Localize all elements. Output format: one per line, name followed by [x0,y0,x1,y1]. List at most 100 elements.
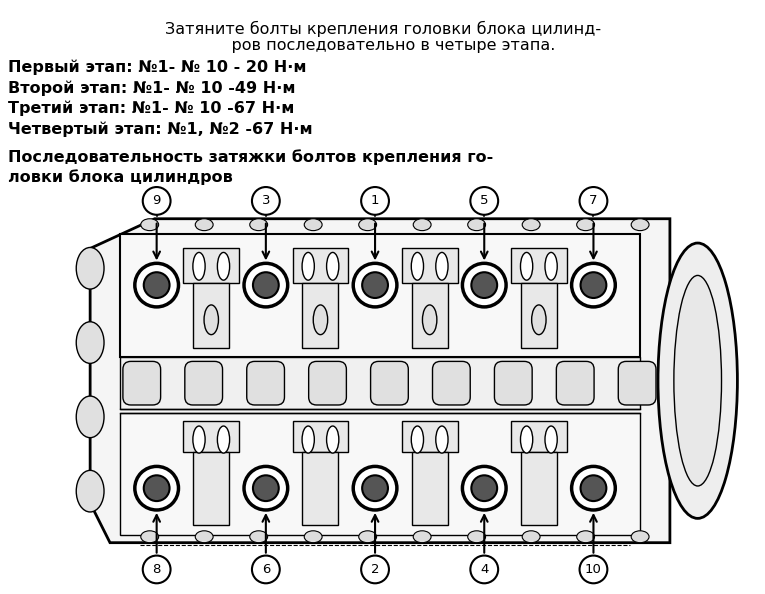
Ellipse shape [631,531,649,543]
Circle shape [470,187,498,215]
Circle shape [361,187,389,215]
Text: Четвертый этап: №1, №2 -67 Н·м: Четвертый этап: №1, №2 -67 Н·м [8,122,312,137]
FancyBboxPatch shape [556,361,594,405]
Text: 9: 9 [152,194,161,207]
Ellipse shape [674,276,721,486]
FancyBboxPatch shape [494,361,532,405]
Ellipse shape [195,219,213,230]
Circle shape [362,475,388,501]
Ellipse shape [577,531,594,543]
Ellipse shape [412,252,424,280]
Circle shape [244,466,288,510]
Ellipse shape [193,252,205,280]
FancyBboxPatch shape [618,361,656,405]
Ellipse shape [195,531,213,543]
FancyBboxPatch shape [185,361,223,405]
Circle shape [361,555,389,583]
Circle shape [353,466,397,510]
Circle shape [471,475,497,501]
Ellipse shape [76,396,104,438]
Circle shape [244,263,288,307]
Ellipse shape [217,426,230,453]
Ellipse shape [545,426,557,453]
Text: 8: 8 [152,563,161,576]
Text: 5: 5 [480,194,489,207]
Circle shape [462,263,506,307]
Text: Второй этап: №1- № 10 -49 Н·м: Второй этап: №1- № 10 -49 Н·м [8,80,295,96]
Bar [194,283,230,347]
Bar [184,248,239,283]
Circle shape [462,466,506,510]
Bar [292,421,348,452]
Bar [302,452,338,525]
Ellipse shape [467,219,486,230]
Circle shape [362,272,388,298]
Bar [402,421,457,452]
Text: 10: 10 [585,563,602,576]
Text: 2: 2 [371,563,379,576]
Text: 7: 7 [589,194,597,207]
Circle shape [580,555,607,583]
Circle shape [144,475,170,501]
FancyBboxPatch shape [123,361,161,405]
Circle shape [253,272,278,298]
Circle shape [144,272,170,298]
Bar [511,248,567,283]
Ellipse shape [436,426,448,453]
Bar [194,452,230,525]
Ellipse shape [577,219,594,230]
Ellipse shape [249,531,268,543]
Text: 4: 4 [480,563,488,576]
Ellipse shape [422,305,437,334]
Ellipse shape [141,219,158,230]
Text: Третий этап: №1- № 10 -67 Н·м: Третий этап: №1- № 10 -67 Н·м [8,101,294,116]
Ellipse shape [412,426,424,453]
Ellipse shape [304,219,322,230]
Ellipse shape [302,252,314,280]
Ellipse shape [522,531,540,543]
FancyBboxPatch shape [432,361,470,405]
Text: 3: 3 [262,194,270,207]
Ellipse shape [302,426,314,453]
Bar [521,452,557,525]
Bar [412,452,448,525]
Ellipse shape [413,531,431,543]
Circle shape [252,555,280,583]
Polygon shape [90,219,670,543]
Ellipse shape [520,252,532,280]
Circle shape [470,555,498,583]
Ellipse shape [193,426,205,453]
Bar [120,233,640,358]
Bar [511,421,567,452]
Ellipse shape [327,426,339,453]
Circle shape [580,187,607,215]
Bar [412,283,448,347]
Circle shape [135,466,178,510]
Ellipse shape [520,426,532,453]
Circle shape [135,263,178,307]
Ellipse shape [532,305,546,334]
FancyBboxPatch shape [247,361,285,405]
Text: 6: 6 [262,563,270,576]
Ellipse shape [76,322,104,364]
Ellipse shape [658,243,737,519]
Text: 1: 1 [371,194,379,207]
Circle shape [353,263,397,307]
Text: Затяните болты крепления головки блока цилинд-: Затяните болты крепления головки блока ц… [165,21,601,37]
Ellipse shape [327,252,339,280]
FancyBboxPatch shape [370,361,409,405]
Text: Первый этап: №1- № 10 - 20 Н·м: Первый этап: №1- № 10 - 20 Н·м [8,59,306,75]
Ellipse shape [359,531,376,543]
Ellipse shape [76,470,104,512]
Circle shape [581,272,607,298]
FancyBboxPatch shape [308,361,347,405]
Ellipse shape [467,531,486,543]
Circle shape [143,555,171,583]
Bar [120,358,640,409]
Text: Последовательность затяжки болтов крепления го-: Последовательность затяжки болтов крепле… [8,150,493,165]
Ellipse shape [413,219,431,230]
Circle shape [252,187,280,215]
Circle shape [571,466,615,510]
Circle shape [143,187,171,215]
Ellipse shape [249,219,268,230]
